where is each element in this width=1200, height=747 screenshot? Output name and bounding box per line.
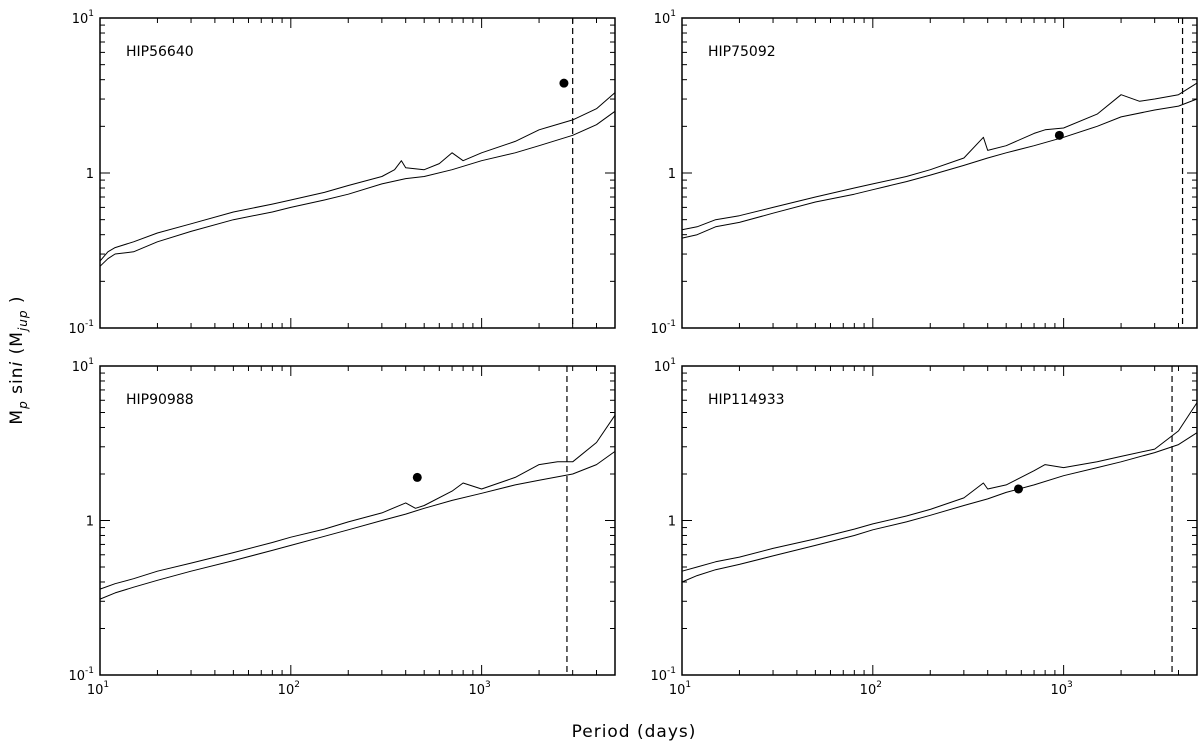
- panel-hip56640: 10-1 1 101 HIP56640: [68, 9, 616, 337]
- y-tick-label: 10-1: [68, 666, 94, 684]
- lower-limit-curve: [99, 450, 616, 600]
- x-tick-label: 102: [860, 680, 882, 698]
- y-tick-label: 10-1: [650, 666, 676, 684]
- panel-hip90988: 10-1 1 101 101 102 103 HIP90988: [68, 357, 616, 698]
- planet-point: [1054, 130, 1064, 140]
- x-tick-label: 102: [278, 680, 300, 698]
- lower-limit-curve: [99, 110, 616, 267]
- panel-label: HIP90988: [126, 392, 194, 408]
- panel-label: HIP56640: [126, 44, 194, 60]
- panel-hip114933: 10-1 1 101 101 102 103 HIP114933: [650, 357, 1198, 698]
- plot-frame: [681, 365, 1198, 676]
- panel-label: HIP114933: [708, 392, 785, 408]
- upper-limit-curve: [99, 92, 616, 262]
- x-tick-label: 101: [87, 680, 109, 698]
- y-tick-label: 101: [654, 357, 676, 375]
- y-tick-label: 10-1: [650, 319, 676, 337]
- y-tick-label: 1: [86, 515, 94, 530]
- x-tick-label: 101: [669, 680, 691, 698]
- panel-label: HIP75092: [708, 44, 776, 60]
- y-tick-label: 1: [668, 515, 676, 530]
- y-tick-label: 101: [72, 357, 94, 375]
- upper-limit-curve: [99, 414, 616, 590]
- y-axis-label: Mp sini (Mjup ): [7, 295, 30, 424]
- x-tick-label: 103: [468, 680, 490, 698]
- x-tick-label: 103: [1050, 680, 1072, 698]
- plot-frame: [99, 365, 616, 676]
- lower-limit-curve: [681, 98, 1198, 239]
- planet-point: [559, 78, 569, 88]
- planet-point: [1013, 484, 1023, 494]
- plot-frame: [681, 17, 1198, 329]
- y-tick-label: 1: [86, 167, 94, 182]
- panel-hip75092: 10-1 1 101 HIP75092: [650, 9, 1198, 337]
- y-tick-label: 10-1: [68, 319, 94, 337]
- lower-limit-curve: [681, 432, 1198, 583]
- upper-limit-curve: [681, 82, 1198, 231]
- x-axis-label: Period (days): [572, 722, 697, 742]
- y-tick-label: 1: [668, 167, 676, 182]
- plot-frame: [99, 17, 616, 329]
- y-tick-label: 101: [654, 9, 676, 27]
- upper-limit-curve: [681, 402, 1198, 572]
- planet-point: [412, 472, 422, 482]
- y-tick-label: 101: [72, 9, 94, 27]
